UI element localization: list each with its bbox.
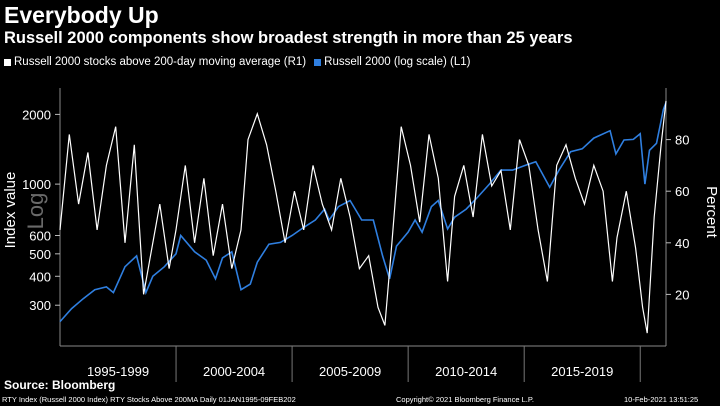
left-tick-label: 1000 xyxy=(22,177,51,192)
right-axis-ticks: 20 40 60 80 xyxy=(666,133,689,302)
legend-item-breadth: Russell 2000 stocks above 200-day moving… xyxy=(4,56,306,68)
legend-label-index: Russell 2000 (log scale) (L1) xyxy=(324,56,471,68)
right-tick-label: 40 xyxy=(675,236,689,251)
right-tick-label: 80 xyxy=(675,133,689,148)
legend: Russell 2000 stocks above 200-day moving… xyxy=(4,56,479,68)
legend-label-breadth: Russell 2000 stocks above 200-day moving… xyxy=(14,56,307,68)
left-tick-label: 600 xyxy=(29,228,51,243)
left-tick-label: 400 xyxy=(29,269,51,284)
left-tick-label: 500 xyxy=(29,247,51,262)
right-tick-label: 20 xyxy=(675,287,689,302)
footer-center: Copyright© 2021 Bloomberg Finance L.P. xyxy=(396,395,534,404)
x-period-label: 2015-2019 xyxy=(551,364,613,379)
chart-title: Everybody Up xyxy=(4,2,159,28)
series-line-breadth xyxy=(59,100,667,334)
chart-subtitle: Russell 2000 components show broadest st… xyxy=(4,29,573,47)
left-axis-watermark: Log xyxy=(23,193,48,230)
footer-right: 10-Feb-2021 13:51:25 xyxy=(624,395,699,404)
x-period-labels: 1995-1999 2000-2004 2005-2009 2010-2014 2015… xyxy=(87,346,641,382)
left-tick-label: 300 xyxy=(29,298,51,313)
x-period-label: 2010-2014 xyxy=(435,364,497,379)
right-axis-label: Percent xyxy=(703,186,720,239)
legend-swatch-index xyxy=(314,58,322,66)
series-line-index xyxy=(59,102,667,323)
left-axis-label: Index value xyxy=(2,172,19,249)
right-tick-label: 60 xyxy=(675,184,689,199)
grid-lines xyxy=(59,88,667,347)
x-period-label: 2000-2004 xyxy=(203,364,265,379)
left-tick-label: 2000 xyxy=(22,107,51,122)
x-period-label: 1995-1999 xyxy=(87,364,149,379)
left-axis-ticks: 300 400 500 600 1000 2000 xyxy=(22,107,60,313)
x-period-label: 2005-2009 xyxy=(319,364,381,379)
legend-item-index: Russell 2000 (log scale) (L1) xyxy=(314,56,471,68)
legend-swatch-breadth xyxy=(4,58,11,66)
source-note: Source: Bloomberg xyxy=(4,378,116,392)
footer-left: RTY Index (Russell 2000 Index) RTY Stock… xyxy=(2,395,296,404)
